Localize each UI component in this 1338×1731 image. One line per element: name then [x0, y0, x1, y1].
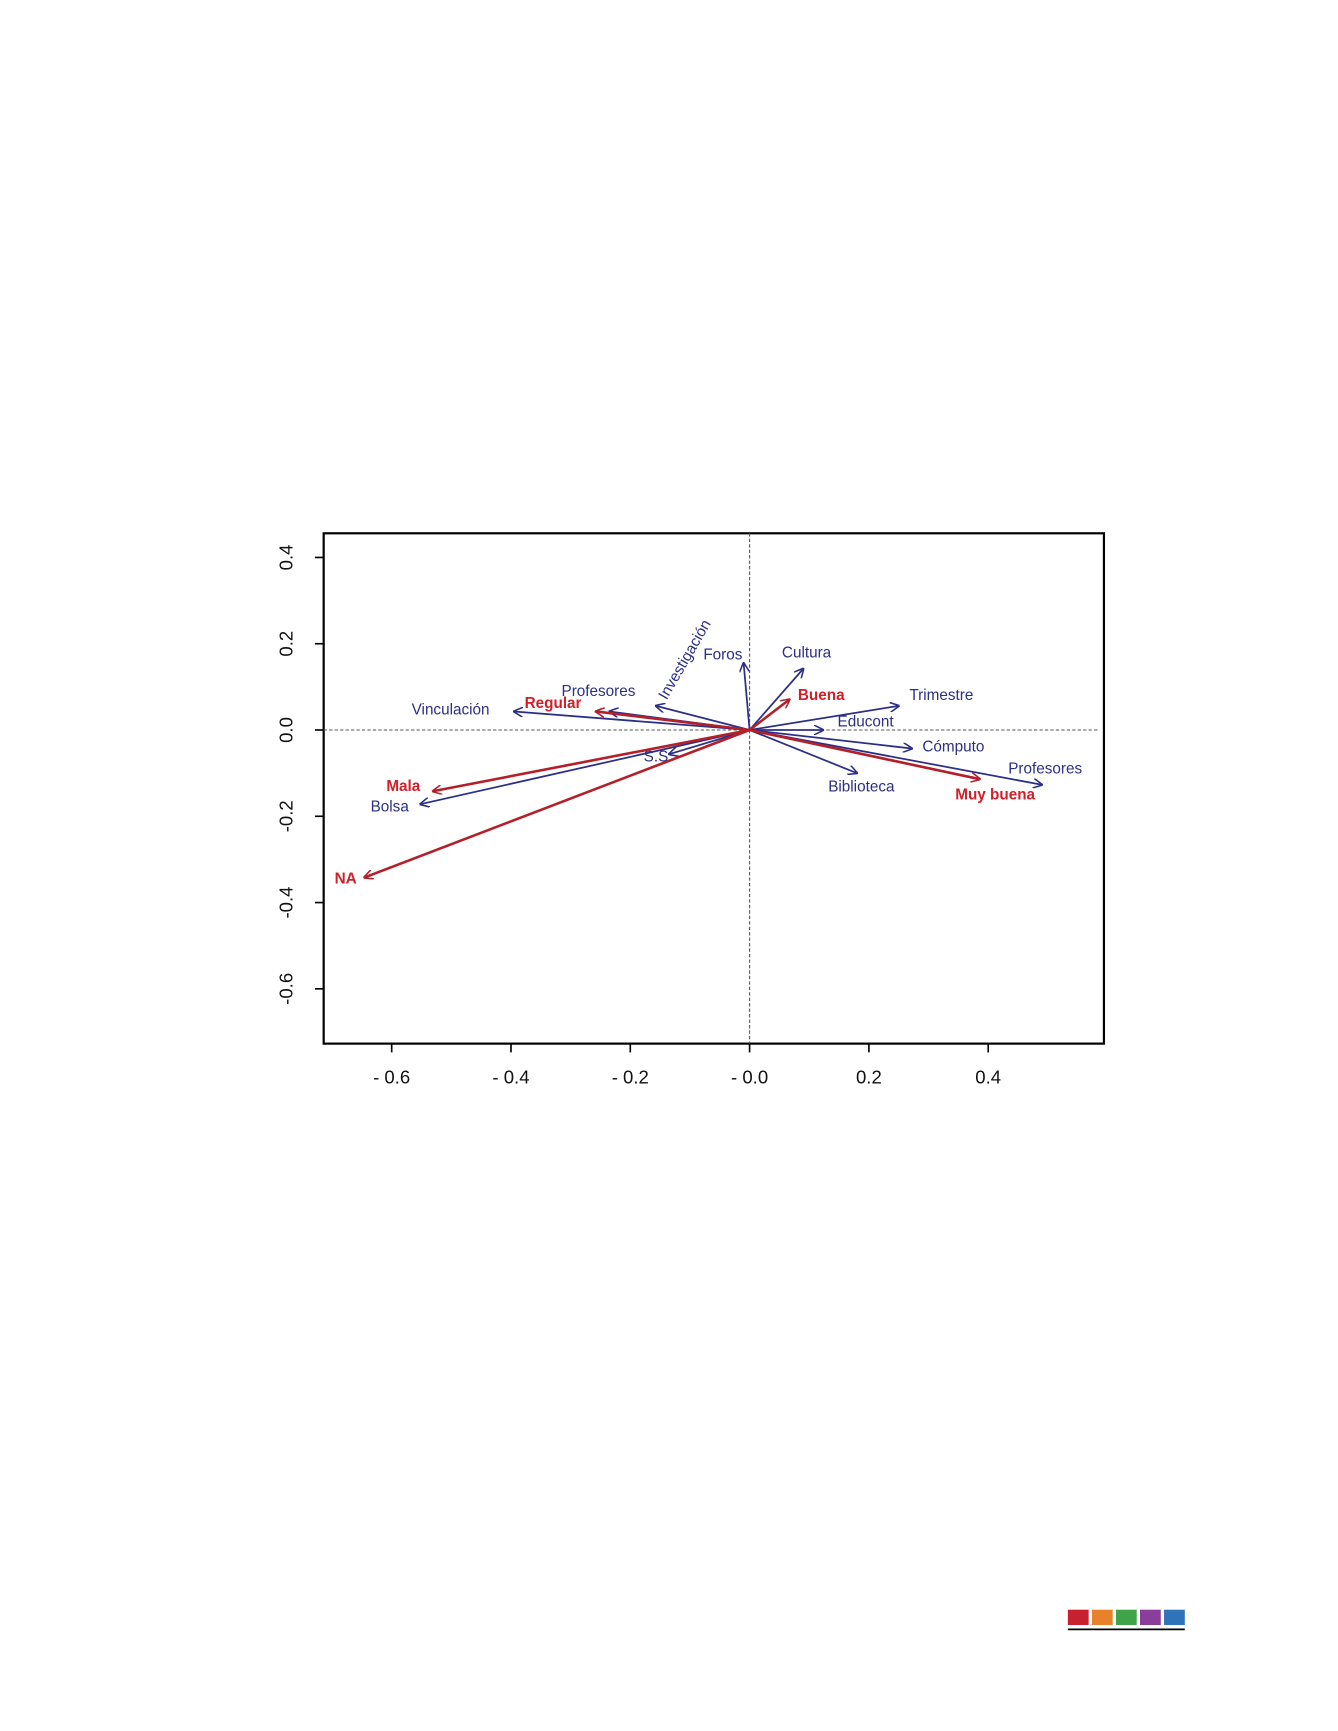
- x-tick-label: 0.4: [975, 1067, 1001, 1088]
- arrow-label: NA: [335, 871, 357, 888]
- arrow: [744, 663, 751, 731]
- swatch: [1139, 1609, 1161, 1625]
- arrow: [748, 699, 790, 732]
- arrow-label: Muy buena: [955, 787, 1035, 804]
- swatch: [1115, 1609, 1137, 1625]
- arrow-label: Biblioteca: [828, 778, 895, 795]
- swatch: [1091, 1609, 1113, 1625]
- arrow-label: Buena: [798, 687, 845, 704]
- swatch: [1164, 1609, 1185, 1625]
- y-tick-label: -0.4: [276, 887, 297, 919]
- arrow: [656, 706, 750, 731]
- arrow: [749, 729, 857, 773]
- arrow: [420, 729, 750, 804]
- x-tick-label: 0.2: [856, 1067, 882, 1088]
- arrow-label: Trimestre: [909, 687, 973, 704]
- plot-frame: [322, 532, 1106, 1045]
- arrow: [514, 711, 750, 731]
- arrow: [364, 728, 751, 878]
- y-tick-label: -0.6: [276, 973, 297, 1005]
- y-tick-label: 0.4: [276, 545, 297, 571]
- x-tick-label: - 0.4: [492, 1067, 529, 1088]
- x-tick-label: - 0.2: [612, 1067, 649, 1088]
- y-tick-label: -0.2: [276, 800, 297, 832]
- arrow: [749, 706, 899, 731]
- y-tick-label: 0.2: [276, 631, 297, 657]
- arrow-label: Profesores: [1008, 761, 1082, 778]
- arrow-label: Bolsa: [371, 799, 410, 816]
- swatch: [1067, 1609, 1089, 1625]
- arrow: [596, 711, 750, 732]
- arrow: [749, 729, 912, 749]
- arrow-label: Regular: [525, 695, 582, 712]
- x-tick-label: - 0.0: [731, 1067, 768, 1088]
- x-tick-label: - 0.6: [373, 1067, 410, 1088]
- arrow: [748, 669, 804, 731]
- arrow: [749, 728, 980, 779]
- y-tick-label: 0.0: [276, 717, 297, 743]
- arrow-label: Mala: [386, 778, 420, 795]
- arrow-label: Vinculación: [412, 701, 490, 718]
- arrow-label: Cómputo: [922, 738, 984, 755]
- arrow-label: Profesores: [562, 683, 636, 700]
- arrow-label: Cultura: [782, 644, 832, 661]
- arrow: [433, 728, 750, 791]
- arrow-label: Educont: [838, 713, 895, 730]
- color-strip: [1067, 1609, 1185, 1631]
- arrow-label: Foros: [703, 647, 742, 664]
